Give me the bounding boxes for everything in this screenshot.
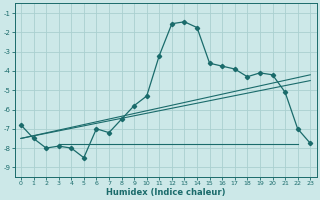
X-axis label: Humidex (Indice chaleur): Humidex (Indice chaleur) bbox=[106, 188, 225, 197]
